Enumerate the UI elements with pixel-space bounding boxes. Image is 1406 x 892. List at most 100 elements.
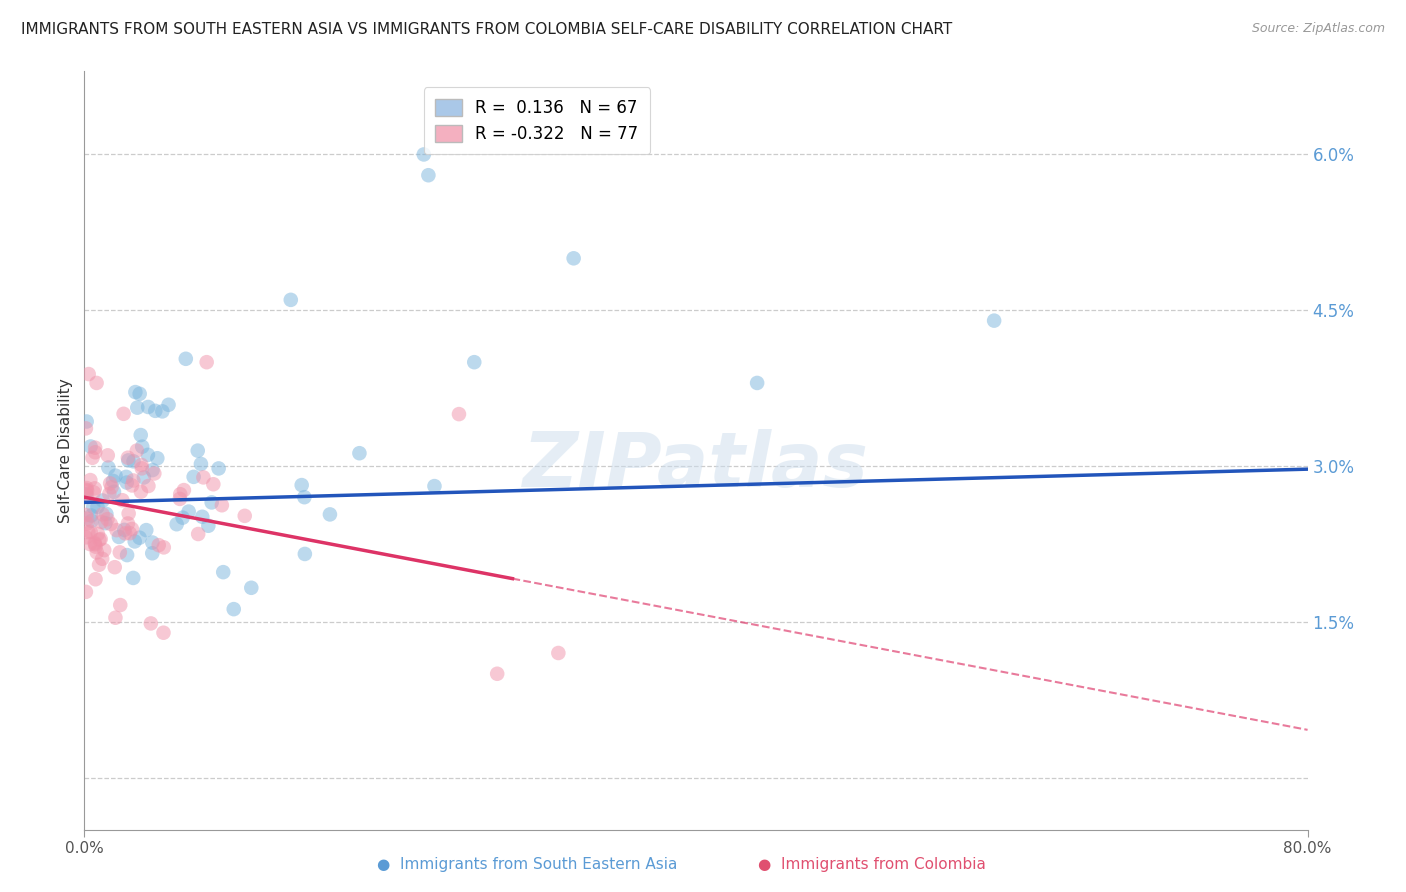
- Point: [486, 666, 509, 681]
- Point: [94, 516, 117, 530]
- Point: [418, 168, 440, 182]
- Point: [211, 498, 233, 512]
- Point: [135, 523, 157, 537]
- Point: [143, 404, 166, 418]
- Point: [128, 387, 150, 401]
- Point: [174, 351, 197, 366]
- Point: [122, 474, 145, 488]
- Point: [240, 581, 263, 595]
- Point: [75, 483, 97, 497]
- Point: [75, 487, 97, 501]
- Point: [91, 508, 114, 522]
- Point: [191, 509, 214, 524]
- Point: [152, 541, 174, 555]
- Point: [100, 516, 122, 531]
- Point: [79, 537, 101, 551]
- Point: [111, 493, 134, 508]
- Point: [150, 404, 173, 418]
- Point: [79, 440, 101, 454]
- Point: [412, 147, 434, 161]
- Point: [128, 531, 150, 545]
- Point: [143, 467, 166, 481]
- Point: [115, 475, 138, 490]
- Point: [93, 543, 115, 558]
- Point: [169, 491, 191, 506]
- Point: [110, 598, 132, 612]
- Point: [84, 441, 107, 455]
- Point: [349, 446, 371, 460]
- Point: [125, 443, 148, 458]
- Point: [86, 500, 108, 514]
- Point: [76, 483, 98, 498]
- Point: [82, 500, 104, 514]
- Point: [75, 508, 97, 522]
- Point: [172, 510, 194, 524]
- Point: [76, 488, 98, 502]
- Point: [91, 551, 114, 566]
- Point: [202, 477, 225, 491]
- Point: [122, 571, 145, 585]
- Point: [82, 450, 104, 465]
- Point: [121, 522, 143, 536]
- Point: [117, 450, 139, 465]
- Point: [747, 376, 769, 390]
- Point: [129, 484, 152, 499]
- Point: [131, 461, 153, 475]
- Point: [86, 545, 108, 559]
- Point: [117, 453, 139, 467]
- Legend: R =  0.136   N = 67, R = -0.322   N = 77: R = 0.136 N = 67, R = -0.322 N = 77: [423, 87, 650, 154]
- Point: [222, 602, 245, 616]
- Point: [129, 428, 152, 442]
- Point: [132, 470, 155, 484]
- Point: [136, 448, 159, 462]
- Point: [146, 451, 169, 466]
- Y-axis label: Self-Care Disability: Self-Care Disability: [58, 378, 73, 523]
- Point: [90, 532, 112, 546]
- Point: [124, 534, 146, 549]
- Point: [98, 476, 121, 491]
- Point: [114, 526, 136, 541]
- Point: [80, 514, 103, 528]
- Point: [292, 490, 315, 504]
- Point: [117, 516, 139, 531]
- Point: [118, 507, 141, 521]
- Point: [141, 535, 163, 549]
- Point: [112, 523, 135, 537]
- Point: [104, 560, 127, 574]
- Point: [291, 478, 314, 492]
- Text: IMMIGRANTS FROM SOUTH EASTERN ASIA VS IMMIGRANTS FROM COLOMBIA SELF-CARE DISABIL: IMMIGRANTS FROM SOUTH EASTERN ASIA VS IM…: [21, 22, 952, 37]
- Point: [190, 457, 212, 471]
- Point: [294, 547, 316, 561]
- Point: [75, 585, 97, 599]
- Point: [212, 565, 235, 579]
- Point: [183, 470, 205, 484]
- Point: [104, 611, 127, 625]
- Point: [280, 293, 302, 307]
- Point: [208, 461, 231, 475]
- Point: [91, 493, 114, 508]
- Point: [423, 479, 446, 493]
- Point: [122, 454, 145, 468]
- Point: [76, 511, 98, 525]
- Point: [105, 523, 128, 537]
- Point: [141, 463, 163, 477]
- Point: [101, 474, 124, 488]
- Point: [104, 468, 127, 483]
- Point: [97, 448, 120, 462]
- Point: [197, 518, 219, 533]
- Point: [79, 524, 101, 539]
- Point: [152, 625, 174, 640]
- Point: [96, 512, 118, 526]
- Point: [169, 487, 191, 501]
- Point: [118, 526, 141, 541]
- Point: [115, 470, 138, 484]
- Point: [108, 545, 131, 559]
- Text: ●  Immigrants from South Eastern Asia: ● Immigrants from South Eastern Asia: [377, 857, 678, 872]
- Point: [100, 480, 122, 494]
- Point: [193, 470, 215, 484]
- Point: [195, 355, 218, 369]
- Point: [112, 407, 135, 421]
- Point: [562, 252, 585, 266]
- Point: [233, 508, 256, 523]
- Point: [139, 616, 162, 631]
